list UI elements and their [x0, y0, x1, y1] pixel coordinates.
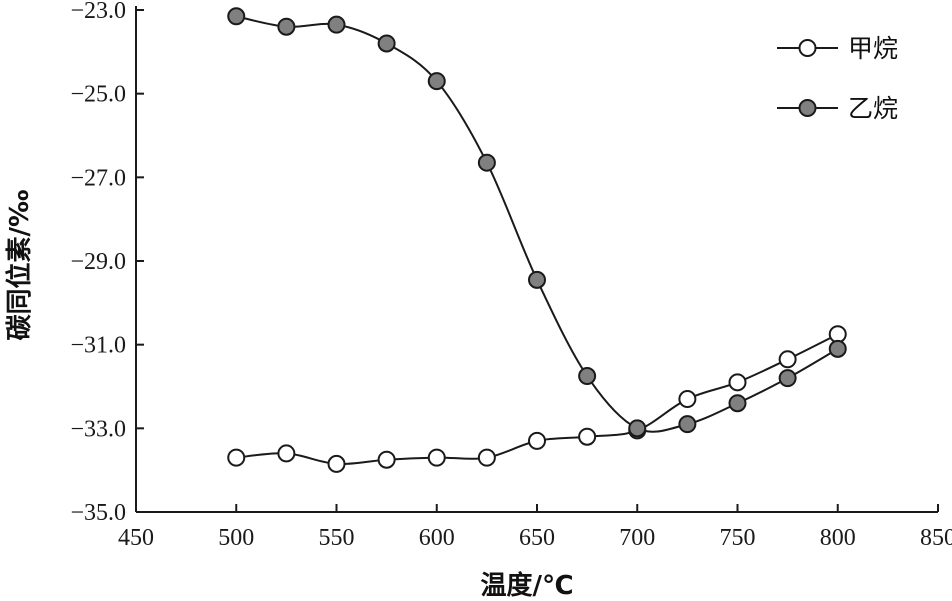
series-2-point: [728, 394, 747, 413]
series-2-point: [628, 419, 647, 438]
series-2-point: [277, 17, 296, 36]
series-1-point: [427, 448, 446, 467]
y-tick-label: −23.0: [70, 0, 126, 24]
x-tick-label: 800: [820, 525, 856, 551]
series-1-point: [728, 373, 747, 392]
x-tick-label: 650: [519, 525, 555, 551]
series-line-2: [236, 15, 839, 433]
x-tick-label: 850: [920, 525, 952, 551]
series-layer: [227, 7, 847, 473]
axes: 450 500 550 600 650 700 750 800 850 −23.0 −25.0 −27…: [70, 0, 952, 551]
series-1-point: [578, 427, 597, 446]
legend-label: 甲烷: [848, 34, 898, 63]
series-2-point: [678, 415, 697, 434]
series-2-point: [227, 7, 246, 26]
series-2-point: [327, 15, 346, 34]
x-tick-label: 450: [118, 525, 154, 551]
series-1-point: [327, 454, 346, 473]
y-tick-label: −25.0: [70, 82, 126, 108]
legend-marker: [798, 39, 817, 57]
series-1-point: [528, 431, 546, 450]
x-tick-label: 550: [319, 525, 355, 551]
y-tick-label: −27.0: [70, 165, 126, 191]
legend-label: 乙烷: [848, 94, 898, 123]
series-1-point: [477, 448, 496, 467]
x-tick-label: 750: [720, 525, 756, 551]
series-1-point: [778, 350, 797, 369]
legend-marker: [798, 99, 817, 117]
series-2-point: [377, 34, 396, 53]
x-axis-title: 温度/℃: [481, 570, 574, 601]
series-2-point: [427, 72, 446, 91]
x-tick-label: 500: [218, 525, 254, 551]
series-1-point: [377, 450, 396, 469]
y-tick-label: −33.0: [70, 416, 126, 442]
x-tick-label: 700: [619, 525, 655, 551]
x-tick-label: 600: [419, 525, 455, 551]
y-tick-label: −35.0: [70, 500, 126, 526]
y-tick-label: −31.0: [70, 333, 126, 359]
series-2-point: [528, 270, 546, 289]
series-2-point: [828, 339, 847, 358]
series-2-point: [778, 369, 797, 388]
series-1-point: [828, 325, 847, 344]
y-tick-label: −29.0: [70, 249, 126, 275]
y-axis-title: 碳同位素/‰: [4, 190, 35, 341]
series-2-point: [578, 367, 597, 386]
series-2-point: [477, 153, 496, 172]
series-1-point: [277, 444, 296, 463]
series-1-point: [678, 390, 697, 409]
series-1-point: [227, 448, 246, 467]
